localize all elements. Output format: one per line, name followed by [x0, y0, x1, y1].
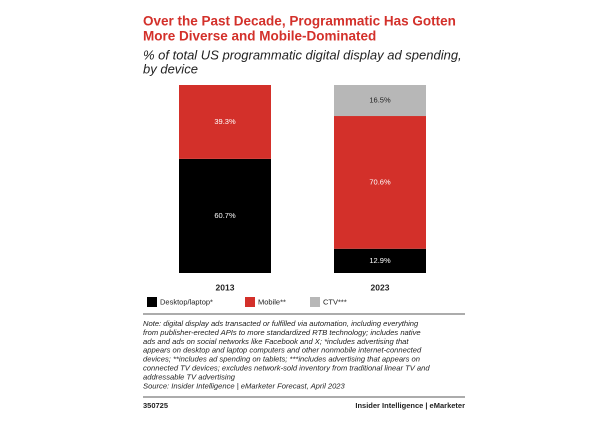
chart-title: More Diverse and Mobile-Dominated — [143, 29, 376, 44]
data-label: 39.3% — [214, 117, 236, 126]
note-line: Source: Insider Intelligence | eMarketer… — [143, 381, 346, 390]
data-label: 70.6% — [369, 177, 391, 186]
legend-label: Desktop/laptop* — [160, 297, 213, 306]
note-line: addressable TV advertising — [143, 372, 236, 381]
chart-subtitle: % of total US programmatic digital displ… — [143, 47, 462, 62]
data-label: 60.7% — [214, 211, 236, 220]
data-label: 16.5% — [369, 95, 391, 104]
bar-segment — [334, 85, 426, 117]
data-label: 12.9% — [369, 256, 391, 265]
bar-segment — [334, 248, 426, 273]
legend-swatch — [245, 297, 255, 307]
legend-swatch — [310, 297, 320, 307]
note-line: ads and ads on social networks like Face… — [143, 337, 409, 346]
note-line: Note: digital display ads transacted or … — [143, 319, 419, 328]
bar-segment — [334, 116, 426, 249]
x-tick-label: 2023 — [371, 282, 390, 292]
note-line: from publisher-erected APIs to more stan… — [143, 328, 421, 337]
note-line: devices; **includes ad spending on table… — [143, 355, 420, 364]
legend-label: Mobile** — [258, 297, 286, 306]
brand: Insider Intelligence | eMarketer — [355, 401, 465, 410]
bar-segment — [179, 158, 271, 273]
bar-segment — [179, 85, 271, 159]
legend-label: CTV*** — [323, 297, 347, 306]
chart-id: 350725 — [143, 401, 168, 410]
note-line: connected TV devices; excludes network-s… — [143, 364, 430, 373]
note-line: appears on desktop and laptop computers … — [143, 346, 422, 355]
legend-swatch — [147, 297, 157, 307]
chart-subtitle: by device — [143, 61, 198, 76]
x-tick-label: 2013 — [216, 282, 235, 292]
chart-title: Over the Past Decade, Programmatic Has G… — [143, 14, 456, 29]
